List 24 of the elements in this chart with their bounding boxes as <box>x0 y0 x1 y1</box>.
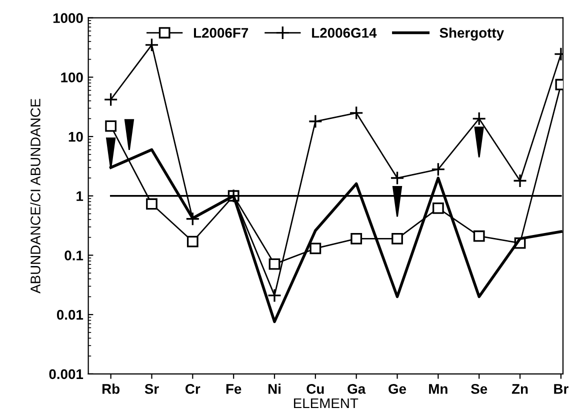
y-tick-label: 0.001 <box>49 369 84 380</box>
y-tick-label: 100 <box>61 72 83 82</box>
x-tick-label: Se <box>471 384 488 394</box>
x-tick-label: Cu <box>306 384 324 394</box>
y-tick-label: 1 <box>76 191 84 201</box>
x-tick-label: Fe <box>226 384 242 394</box>
x-tick-label: Ga <box>348 384 366 394</box>
y-tick-label: 10 <box>68 132 83 142</box>
x-tick-label: Ni <box>268 384 280 394</box>
y-tick-label: 1000 <box>53 13 83 24</box>
x-tick-label: Cr <box>186 384 200 394</box>
legend-label: Shergotty <box>440 28 504 41</box>
x-tick-label: Ge <box>388 384 406 394</box>
y-axis-title: ABUNDANCE/CI ABUNDANCE <box>30 98 40 294</box>
y-tick-label: 0.1 <box>64 250 84 260</box>
x-tick-label: Rb <box>102 384 120 394</box>
legend-label: L2006G14 <box>312 28 377 38</box>
x-tick-label: Sr <box>144 384 159 394</box>
x-axis-title: ELEMENT <box>294 398 358 408</box>
x-tick-label: Mn <box>429 384 448 394</box>
x-tick-label: Zn <box>512 384 528 394</box>
legend-label: L2006F7 <box>194 28 248 38</box>
x-tick-label: Br <box>554 384 568 394</box>
y-tick-label: 0.01 <box>56 310 84 320</box>
